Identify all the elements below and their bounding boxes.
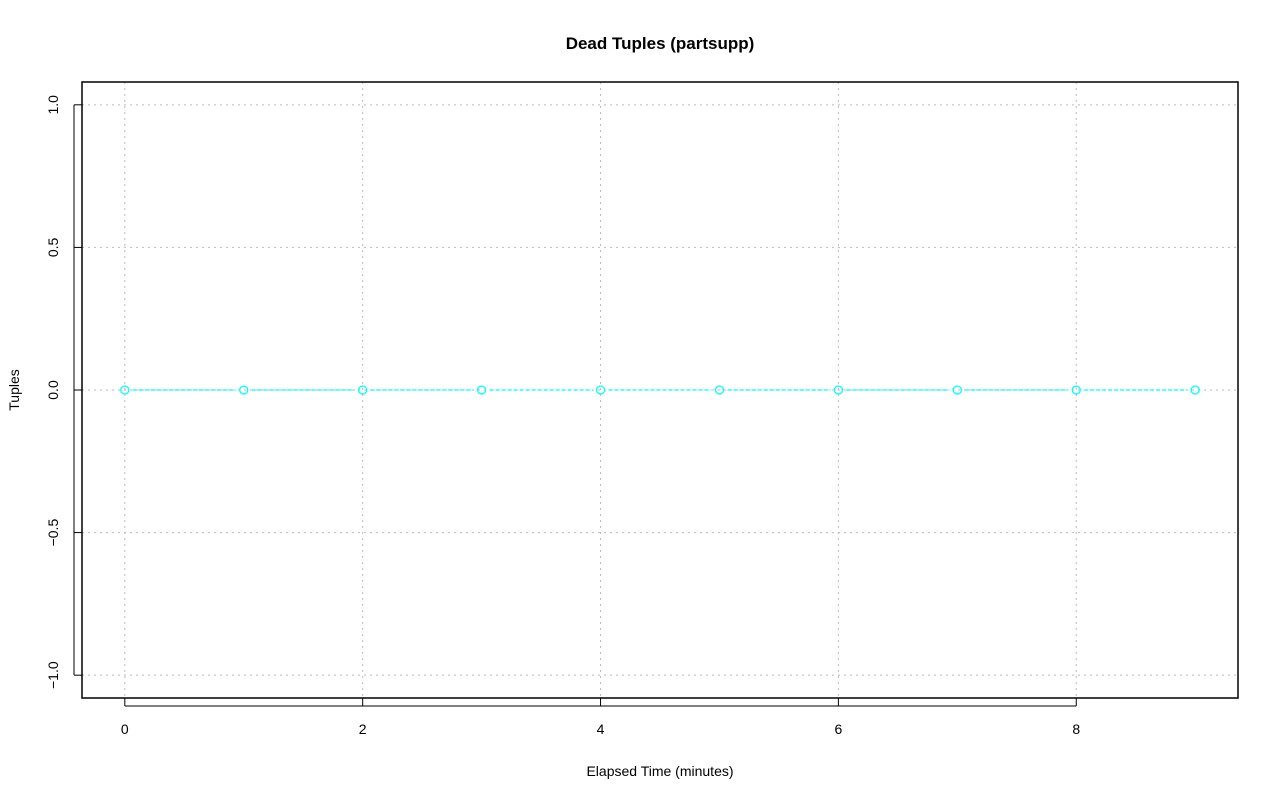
data-point [120,385,130,395]
chart-title: Dead Tuples (partsupp) [566,34,755,53]
y-tick-label: 0.5 [45,237,61,257]
data-point [833,385,844,395]
x-tick-label: 8 [1072,721,1080,737]
x-tick-label: 4 [597,721,605,737]
data-point [1071,385,1081,395]
data-point [952,385,962,395]
data-point [239,385,249,395]
x-tick-label: 0 [121,721,129,737]
y-tick-label: 0.0 [45,380,61,400]
y-axis: −1.0 −0.5 0.0 0.5 1.0 [45,95,82,689]
y-tick-label: −1.0 [45,661,61,689]
data-point [358,385,368,395]
x-tick-label: 6 [834,721,842,737]
data-point [476,385,487,395]
plot-frame [81,81,1239,699]
x-tick-label: 2 [359,721,367,737]
y-axis-label: Tuples [6,369,22,411]
series [120,385,1200,395]
data-point [714,385,725,395]
x-axis-label: Elapsed Time (minutes) [586,763,733,779]
y-tick-label: 1.0 [45,95,61,115]
data-point [1190,385,1200,395]
x-axis: 0 2 4 6 8 [121,698,1080,737]
data-point [595,385,606,395]
y-tick-label: −0.5 [45,519,61,547]
